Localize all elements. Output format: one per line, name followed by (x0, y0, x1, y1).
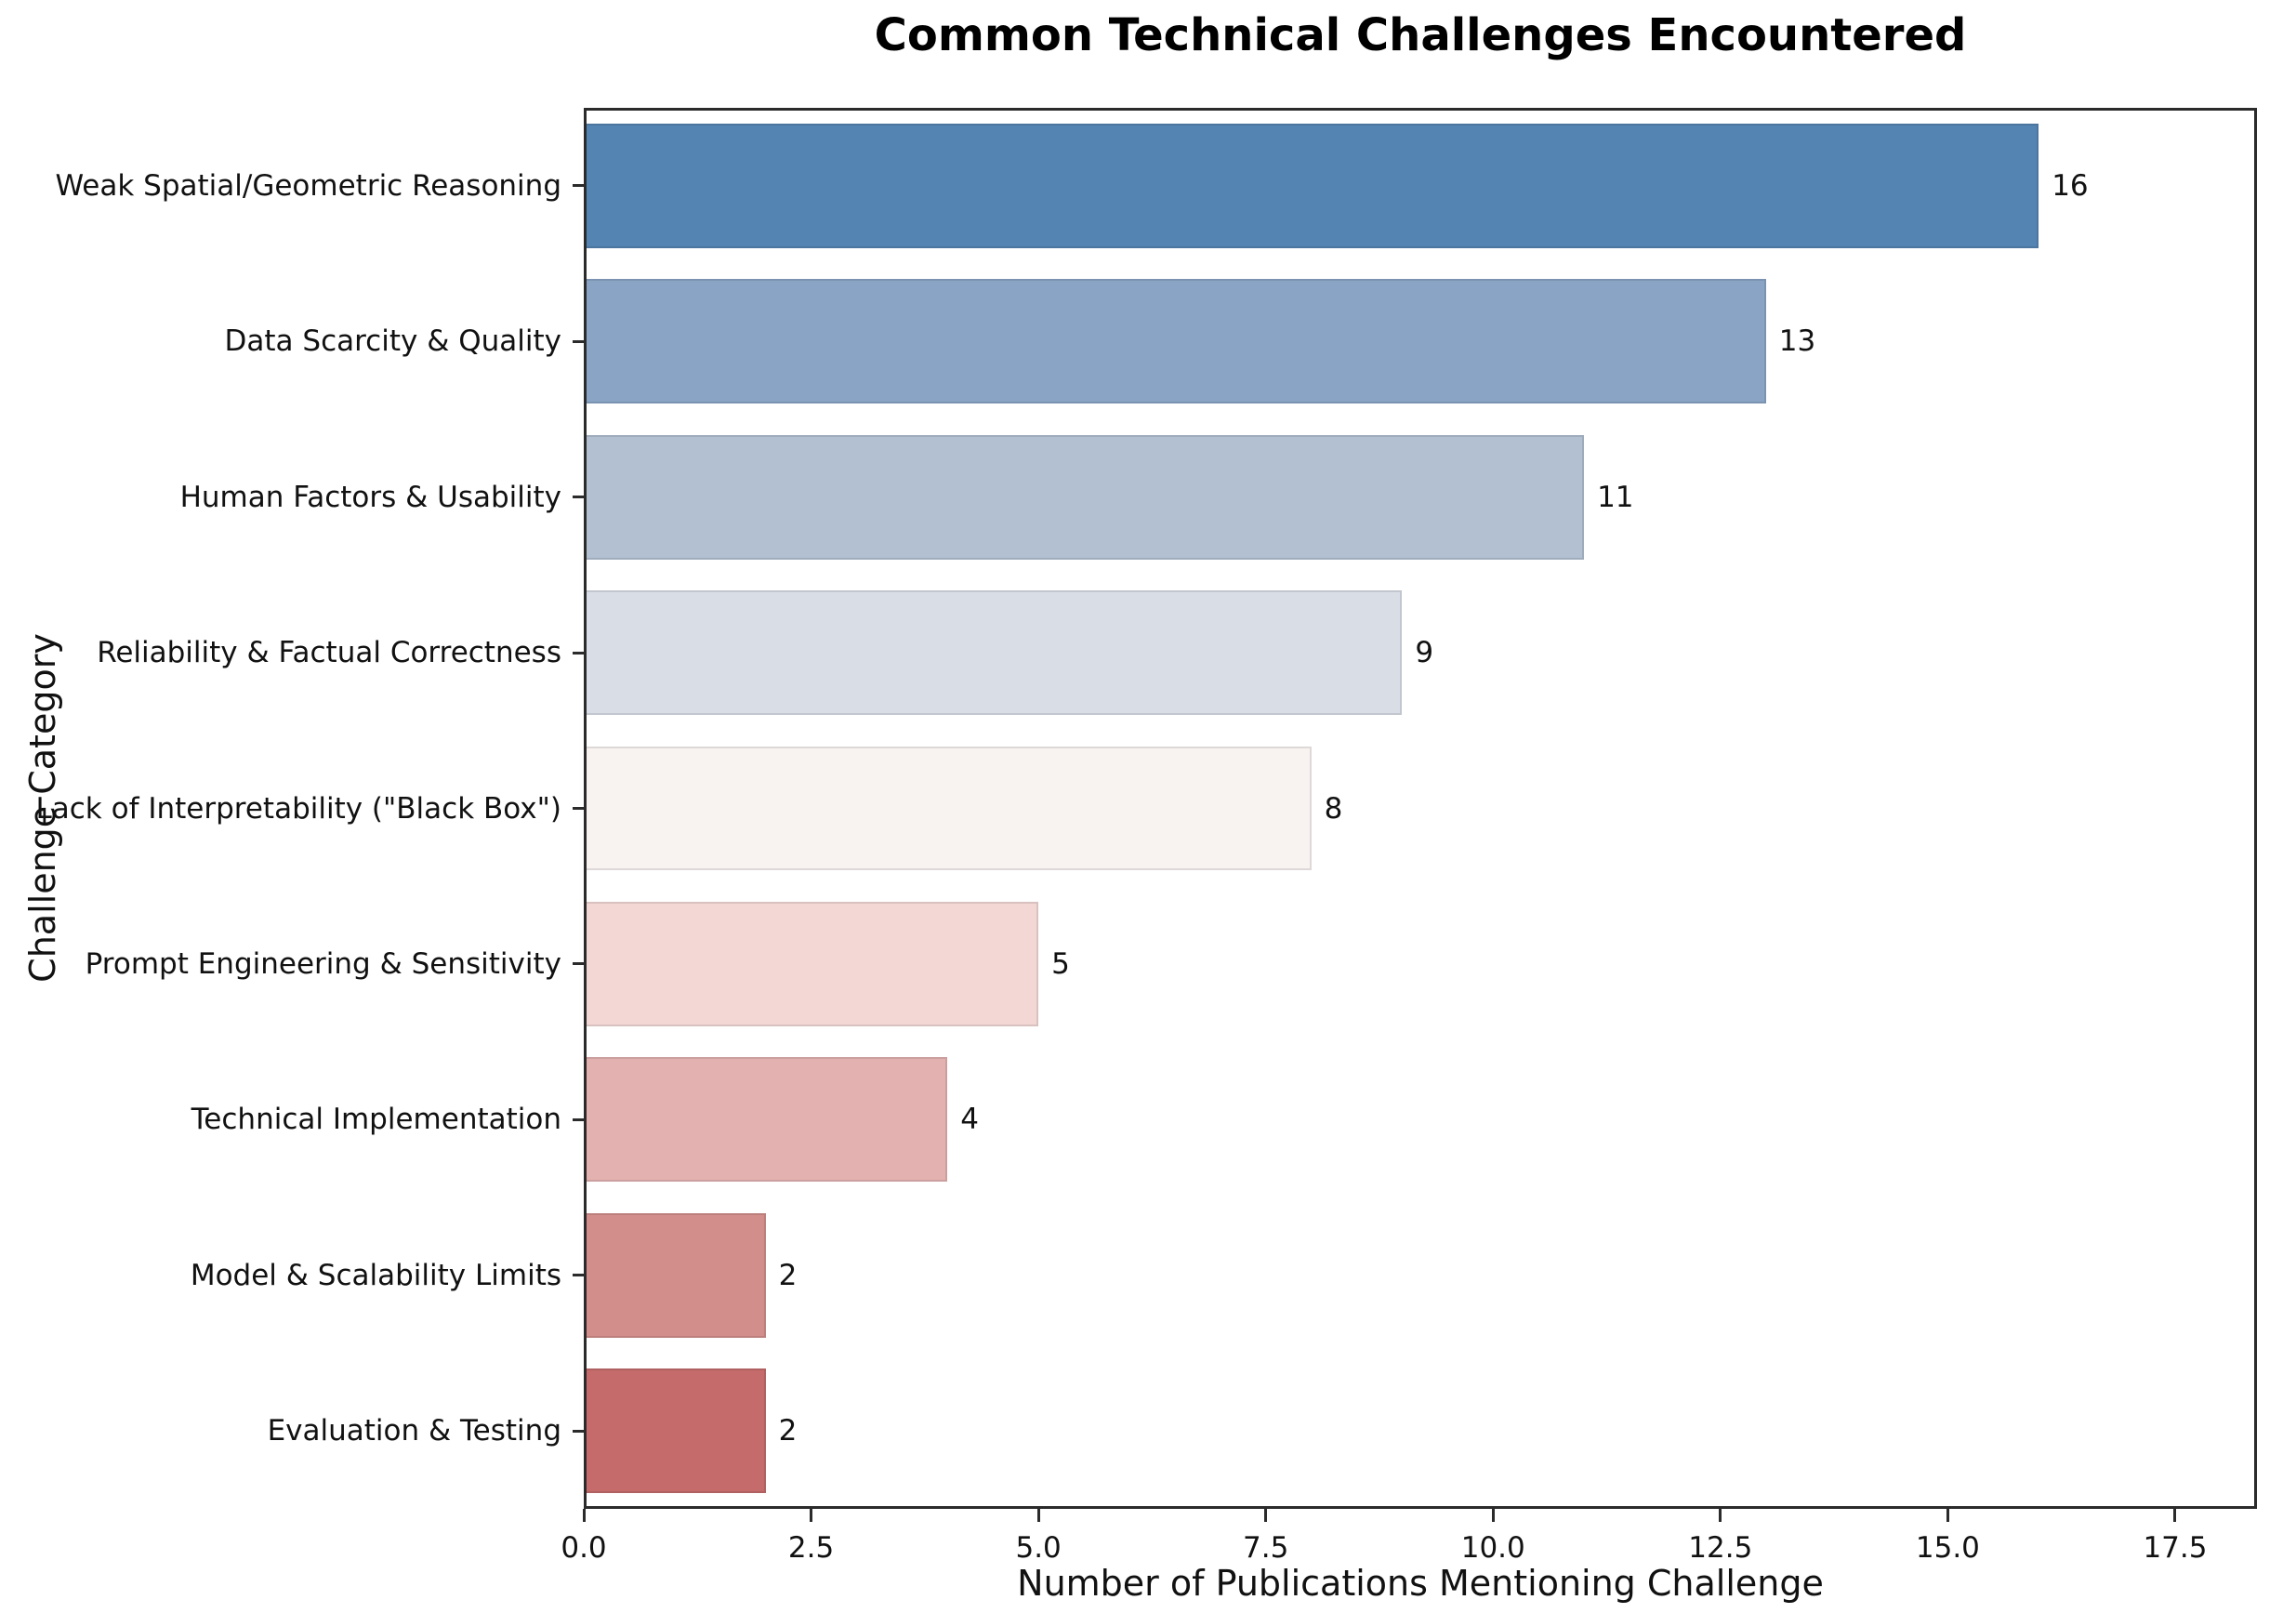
y-tick-label: Model & Scalability Limits (190, 1258, 561, 1292)
y-tick-mark (573, 1117, 584, 1121)
x-tick-mark (1491, 1509, 1495, 1522)
y-tick-label: Reliability & Factual Correctness (97, 636, 561, 670)
x-tick-label: 7.5 (1243, 1531, 1289, 1565)
y-tick-mark (573, 496, 584, 499)
y-tick-label: Evaluation & Testing (267, 1414, 561, 1448)
bar-value-label: 2 (778, 1258, 798, 1292)
bar-value-label: 8 (1324, 791, 1343, 826)
x-tick-label: 10.0 (1460, 1531, 1525, 1565)
y-tick-label: Weak Spatial/Geometric Reasoning (55, 168, 561, 203)
y-tick-mark (573, 1274, 584, 1277)
bar (584, 279, 1766, 404)
plot-area (584, 108, 2257, 1509)
y-axis-label: Challenge Category (22, 633, 63, 983)
bar-value-label: 16 (2052, 168, 2089, 203)
y-tick-label: Data Scarcity & Quality (224, 324, 561, 359)
y-tick-mark (573, 184, 584, 188)
y-tick-mark (573, 651, 584, 654)
y-tick-label: Human Factors & Usability (179, 480, 561, 514)
x-tick-mark (582, 1509, 586, 1522)
bar-value-label: 4 (960, 1103, 980, 1137)
x-axis-label: Number of Publications Mentioning Challe… (1017, 1563, 1824, 1604)
x-tick-mark (1946, 1509, 1949, 1522)
y-tick-label: Prompt Engineering & Sensitivity (85, 946, 561, 981)
y-tick-label: Lack of Interpretability ("Black Box") (35, 791, 561, 826)
x-tick-label: 17.5 (2143, 1531, 2208, 1565)
y-tick-mark (573, 962, 584, 966)
x-tick-label: 12.5 (1688, 1531, 1753, 1565)
bar (584, 901, 1039, 1026)
bar-value-label: 9 (1415, 636, 1434, 670)
x-tick-mark (810, 1509, 813, 1522)
bar-value-label: 2 (778, 1414, 798, 1448)
x-tick-label: 15.0 (1915, 1531, 1980, 1565)
y-tick-mark (573, 339, 584, 343)
bar-value-label: 5 (1051, 946, 1070, 981)
bar (584, 123, 2039, 248)
bar (584, 434, 1585, 560)
bar-value-label: 13 (1778, 324, 1816, 359)
bar (584, 1212, 766, 1338)
bar (584, 746, 1312, 871)
bar (584, 590, 1403, 716)
x-tick-label: 0.0 (561, 1531, 607, 1565)
x-tick-mark (2173, 1509, 2177, 1522)
y-tick-mark (573, 1429, 584, 1433)
y-tick-mark (573, 807, 584, 810)
x-tick-mark (1264, 1509, 1268, 1522)
x-tick-label: 5.0 (1015, 1531, 1062, 1565)
y-tick-label: Technical Implementation (191, 1103, 561, 1137)
x-tick-label: 2.5 (787, 1531, 835, 1565)
bar-value-label: 11 (1597, 480, 1634, 514)
x-tick-mark (1719, 1509, 1722, 1522)
x-tick-mark (1036, 1509, 1040, 1522)
chart-title: Common Technical Challenges Encountered (874, 9, 1967, 61)
